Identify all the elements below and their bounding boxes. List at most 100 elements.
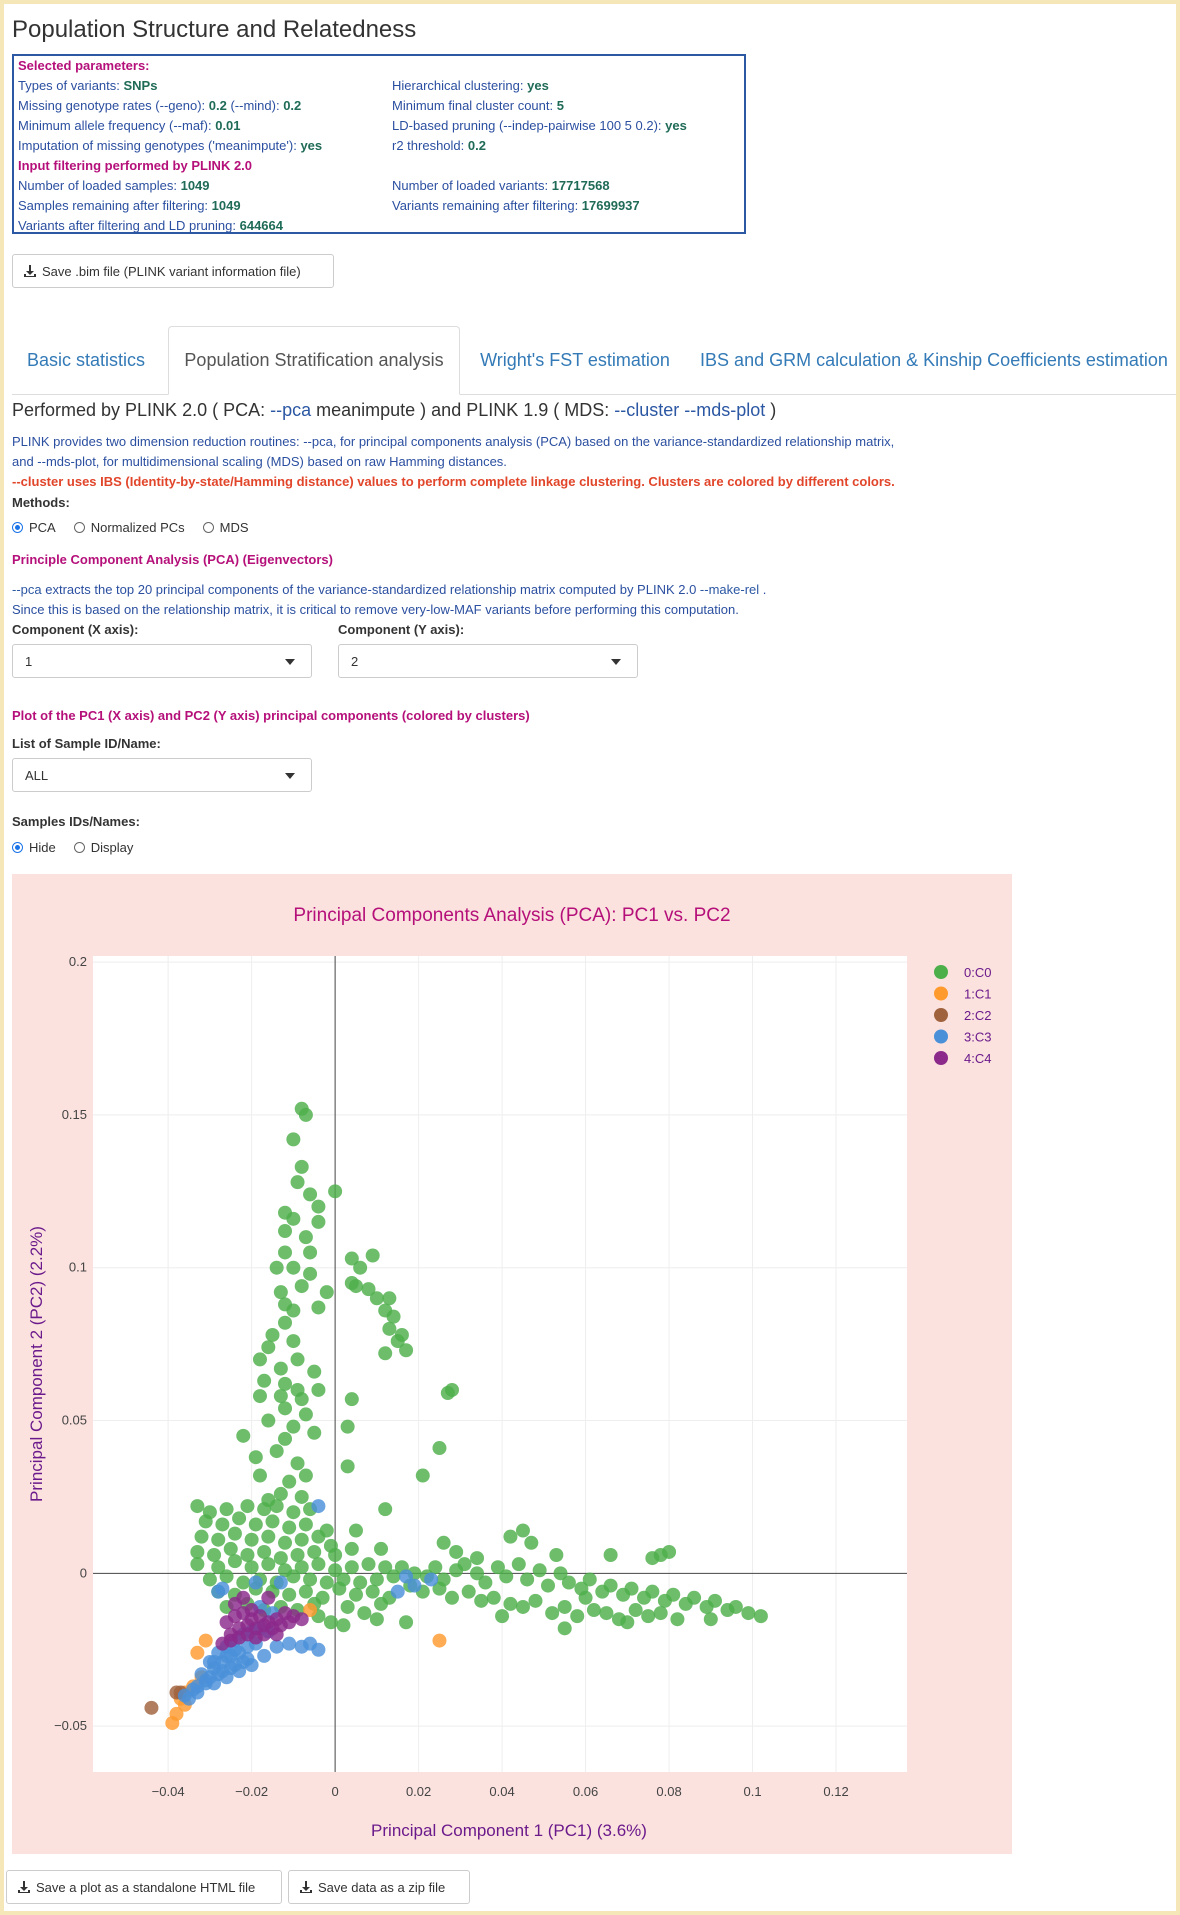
data-point — [378, 1346, 393, 1361]
legend-label: 0:C0 — [964, 965, 991, 980]
data-point — [332, 1581, 347, 1596]
data-point — [432, 1633, 447, 1648]
pca-scatter-chart[interactable]: Principal Components Analysis (PCA): PC1… — [12, 874, 1012, 1854]
params-header: Selected parameters: — [18, 58, 150, 73]
param-missing-genotype: Missing genotype rates (--geno): 0.2 (--… — [18, 98, 302, 113]
data-point — [282, 1520, 297, 1535]
data-point — [511, 1557, 526, 1572]
data-point — [328, 1563, 343, 1578]
radio-pca-label: PCA — [29, 520, 56, 535]
y-tick-label: 0.05 — [62, 1413, 87, 1428]
sample-ids-label: Samples IDs/Names: — [12, 814, 140, 829]
data-point — [390, 1334, 405, 1349]
data-point — [624, 1581, 639, 1596]
y-tick-label: 0.1 — [69, 1260, 87, 1275]
data-point — [365, 1584, 380, 1599]
data-point — [244, 1612, 259, 1627]
data-point — [303, 1266, 318, 1281]
performed-by-heading: Performed by PLINK 2.0 ( PCA: --pca mean… — [12, 400, 777, 420]
data-point — [252, 1468, 267, 1483]
component-y-select[interactable]: 2 — [338, 644, 638, 678]
x-tick-label: 0 — [331, 1784, 338, 1799]
data-point — [353, 1575, 368, 1590]
data-point — [490, 1560, 505, 1575]
data-point — [524, 1535, 539, 1550]
data-point — [278, 1224, 293, 1239]
data-point — [286, 1211, 301, 1226]
param-loaded-samples: Number of loaded samples: 1049 — [18, 178, 210, 193]
data-point — [603, 1548, 618, 1563]
data-point — [361, 1557, 376, 1572]
data-point — [703, 1612, 718, 1627]
y-tick-label: 0 — [80, 1565, 87, 1580]
data-point — [328, 1184, 343, 1199]
data-point — [298, 1107, 313, 1122]
data-point — [248, 1517, 263, 1532]
data-point — [557, 1599, 572, 1614]
data-point — [282, 1587, 297, 1602]
data-point — [357, 1606, 372, 1621]
radio-normalized-pcs[interactable] — [73, 522, 85, 533]
data-point — [348, 1279, 363, 1294]
save-zip-button[interactable]: Save data as a zip file — [288, 1870, 470, 1904]
download-icon — [24, 265, 36, 277]
data-point — [290, 1456, 305, 1471]
data-point — [753, 1609, 768, 1624]
tab-ibs-grm[interactable]: IBS and GRM calculation & Kinship Coeffi… — [700, 349, 1168, 370]
data-point — [290, 1175, 305, 1190]
x-axis-label: Principal Component 1 (PC1) (3.6%) — [371, 1821, 647, 1840]
data-point — [207, 1654, 222, 1669]
save-bim-button[interactable]: Save .bim file (PLINK variant informatio… — [12, 254, 334, 288]
legend-marker — [934, 965, 948, 979]
page-title: Population Structure and Relatedness — [12, 16, 417, 43]
data-point — [261, 1529, 276, 1544]
data-point — [232, 1511, 247, 1526]
radio-mds[interactable] — [202, 522, 214, 533]
data-point — [570, 1609, 585, 1624]
data-point — [290, 1548, 305, 1563]
radio-pca[interactable] — [12, 522, 23, 533]
data-point — [269, 1639, 284, 1654]
data-point — [294, 1279, 309, 1294]
param-samples-remaining: Samples remaining after filtering: 1049 — [18, 198, 241, 213]
tab-population-stratification[interactable]: Population Stratification analysis — [168, 326, 460, 395]
data-point — [215, 1581, 230, 1596]
data-point — [436, 1535, 451, 1550]
radio-display[interactable] — [73, 842, 85, 853]
scatter-points — [144, 1101, 768, 1731]
y-tick-label: 0.15 — [62, 1107, 87, 1122]
data-point — [336, 1618, 351, 1633]
analysis-tabs: Basic statistics Population Stratificati… — [12, 326, 1176, 395]
data-point — [432, 1581, 447, 1596]
param-ld-pruning: LD-based pruning (--indep-pairwise 100 5… — [392, 118, 687, 133]
data-point — [340, 1419, 355, 1434]
radio-hide[interactable] — [12, 842, 23, 853]
data-point — [273, 1551, 288, 1566]
data-point — [286, 1260, 301, 1275]
sample-ids-radio-group: Hide Display — [12, 840, 133, 855]
data-point — [294, 1489, 309, 1504]
data-point — [586, 1603, 601, 1618]
y-tick-label: 0.2 — [69, 954, 87, 969]
x-tick-label: −0.02 — [235, 1784, 268, 1799]
data-point — [603, 1578, 618, 1593]
component-x-select[interactable]: 1 — [12, 644, 312, 678]
data-point — [741, 1606, 756, 1621]
data-point — [294, 1560, 309, 1575]
tab-basic-statistics[interactable]: Basic statistics — [26, 349, 146, 370]
data-point — [670, 1612, 685, 1627]
tab-wrights-fst[interactable]: Wright's FST estimation — [480, 349, 670, 370]
data-point — [273, 1389, 288, 1404]
data-point — [211, 1560, 226, 1575]
data-point — [282, 1474, 297, 1489]
data-point — [323, 1615, 338, 1630]
data-point — [628, 1603, 643, 1618]
data-point — [278, 1431, 293, 1446]
sample-list-select[interactable]: ALL — [12, 758, 312, 792]
data-point — [298, 1584, 313, 1599]
data-point — [515, 1523, 530, 1538]
save-html-button[interactable]: Save a plot as a standalone HTML file — [6, 1870, 282, 1904]
data-point — [515, 1599, 530, 1614]
data-point — [311, 1557, 326, 1572]
data-point — [303, 1572, 318, 1587]
